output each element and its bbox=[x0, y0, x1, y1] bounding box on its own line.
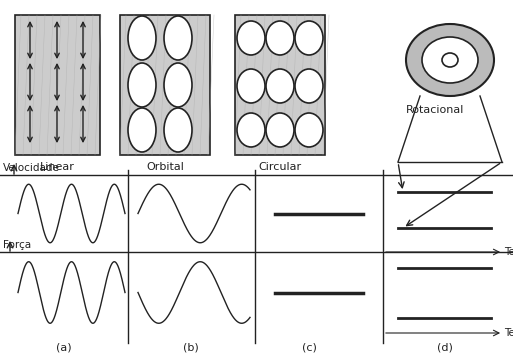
Text: Circular: Circular bbox=[259, 162, 302, 172]
Text: Tempo: Tempo bbox=[504, 328, 513, 338]
Text: Rotacional: Rotacional bbox=[406, 105, 464, 115]
Text: (b): (b) bbox=[183, 342, 199, 352]
Ellipse shape bbox=[406, 24, 494, 96]
Bar bbox=[15, 15, 100, 155]
Ellipse shape bbox=[164, 108, 192, 152]
Text: (c): (c) bbox=[302, 342, 317, 352]
Ellipse shape bbox=[266, 69, 294, 103]
Ellipse shape bbox=[266, 21, 294, 55]
Text: Linear: Linear bbox=[40, 162, 75, 172]
Bar bbox=[235, 15, 325, 155]
Ellipse shape bbox=[164, 63, 192, 107]
Ellipse shape bbox=[237, 113, 265, 147]
Ellipse shape bbox=[164, 16, 192, 60]
Ellipse shape bbox=[128, 16, 156, 60]
Text: (d): (d) bbox=[437, 342, 453, 352]
Ellipse shape bbox=[266, 113, 294, 147]
Text: Tempo: Tempo bbox=[504, 247, 513, 257]
Ellipse shape bbox=[237, 69, 265, 103]
Ellipse shape bbox=[128, 63, 156, 107]
Text: Orbital: Orbital bbox=[146, 162, 184, 172]
Ellipse shape bbox=[237, 21, 265, 55]
Text: (a): (a) bbox=[56, 342, 72, 352]
Ellipse shape bbox=[295, 21, 323, 55]
Ellipse shape bbox=[422, 37, 478, 83]
Ellipse shape bbox=[128, 108, 156, 152]
Text: Velocidade: Velocidade bbox=[3, 163, 60, 173]
Ellipse shape bbox=[442, 53, 458, 67]
Ellipse shape bbox=[295, 113, 323, 147]
Ellipse shape bbox=[295, 69, 323, 103]
Text: Força: Força bbox=[3, 240, 31, 250]
Bar bbox=[120, 15, 210, 155]
